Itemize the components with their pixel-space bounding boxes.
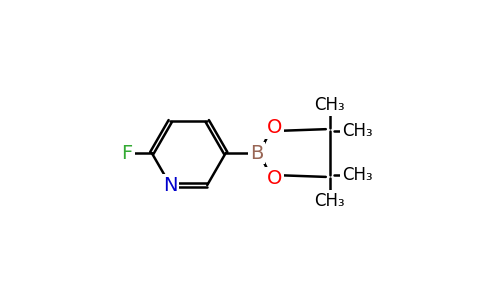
Text: CH₃: CH₃ — [314, 192, 345, 210]
Text: F: F — [121, 143, 133, 163]
Text: CH₃: CH₃ — [342, 122, 373, 140]
Text: O: O — [267, 118, 282, 137]
Text: N: N — [163, 176, 178, 194]
Text: CH₃: CH₃ — [342, 166, 373, 184]
Text: CH₃: CH₃ — [314, 96, 345, 114]
Text: O: O — [267, 169, 282, 188]
Text: B: B — [250, 143, 263, 163]
